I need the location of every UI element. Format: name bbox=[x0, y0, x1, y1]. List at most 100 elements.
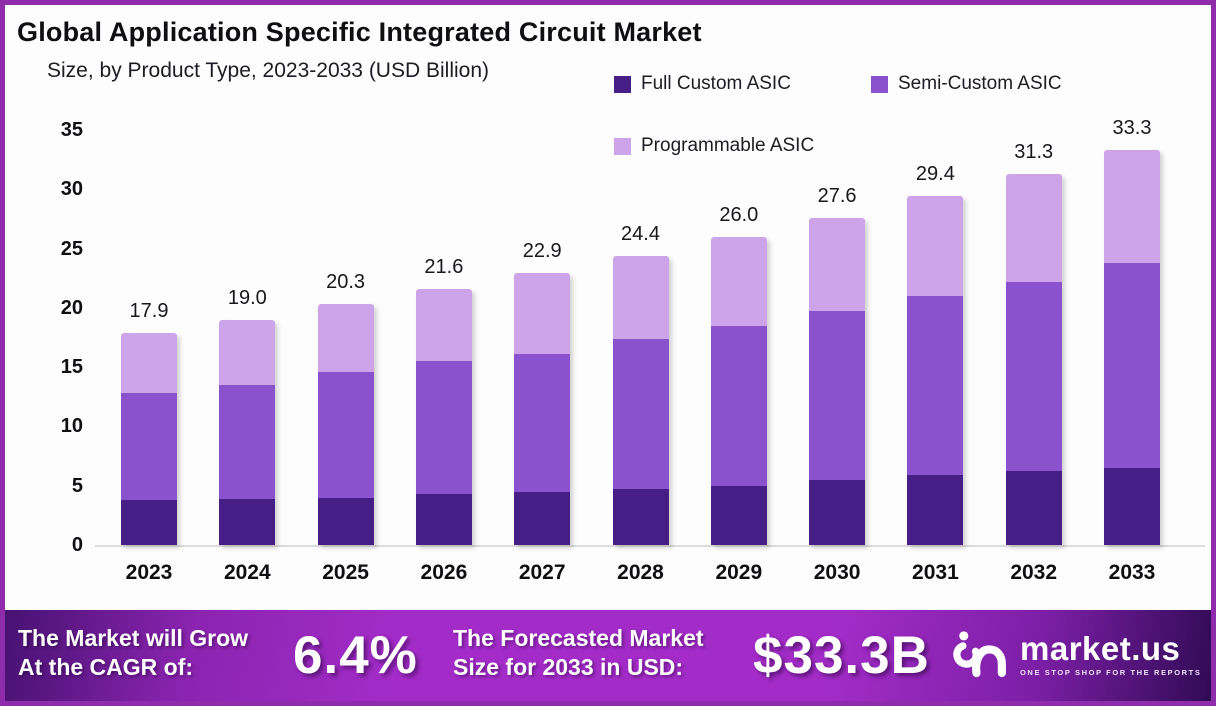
bar-2028 bbox=[612, 255, 669, 545]
bar-segment-2032-semi-custom-asic bbox=[1005, 281, 1062, 472]
y-axis-tick-25: 25 bbox=[60, 237, 83, 260]
bar-2023 bbox=[121, 332, 177, 545]
x-axis-label-2028: 2028 bbox=[617, 561, 664, 584]
bar-2024 bbox=[219, 319, 276, 545]
bar-segment-2025-programmable-asic bbox=[317, 304, 374, 372]
forecast-label: The Forecasted Market Size for 2033 in U… bbox=[453, 624, 704, 682]
total-label-2031: 29.4 bbox=[915, 163, 955, 186]
bar-segment-2027-full-custom-asic bbox=[514, 491, 571, 545]
y-axis-tick-5: 5 bbox=[71, 474, 83, 497]
bar-segment-2024-programmable-asic bbox=[219, 319, 276, 385]
bar-2025 bbox=[317, 304, 374, 545]
x-axis-label-2025: 2025 bbox=[322, 561, 369, 584]
total-label-2026: 21.6 bbox=[424, 255, 464, 278]
y-axis-tick-30: 30 bbox=[60, 178, 83, 201]
total-label-2033: 33.3 bbox=[1112, 117, 1152, 140]
total-label-2030: 27.6 bbox=[817, 184, 857, 207]
legend-item-programmable-asic: Programmable ASIC bbox=[614, 133, 814, 159]
x-axis-label-2027: 2027 bbox=[518, 561, 566, 584]
bar-segment-2033-programmable-asic bbox=[1104, 150, 1160, 263]
y-axis-tick-10: 10 bbox=[60, 415, 83, 438]
plot-area: 0 5 10 15 20 25 30 35 17.9 2023 19.0 2024 20.3 2025 21… bbox=[5, 5, 1211, 701]
bar-2031 bbox=[907, 196, 964, 545]
total-label-2024: 19.0 bbox=[227, 286, 267, 309]
y-axis-tick-20: 20 bbox=[60, 296, 83, 319]
bar-segment-2029-programmable-asic bbox=[710, 236, 767, 326]
bar-segment-2027-programmable-asic bbox=[514, 273, 571, 355]
bar-segment-2027-semi-custom-asic bbox=[514, 354, 571, 492]
bar-segment-2025-semi-custom-asic bbox=[317, 371, 374, 498]
y-axis-tick-0: 0 bbox=[71, 534, 83, 556]
legend-swatch-semi-custom-asic bbox=[871, 75, 888, 93]
bar-segment-2033-full-custom-asic bbox=[1104, 467, 1160, 545]
legend-swatch-full-custom-asic bbox=[614, 75, 631, 93]
bar-segment-2024-semi-custom-asic bbox=[219, 384, 276, 499]
bar-segment-2026-semi-custom-asic bbox=[415, 361, 472, 495]
x-axis-label-2024: 2024 bbox=[223, 561, 271, 584]
bar-segment-2023-full-custom-asic bbox=[121, 499, 177, 545]
bar-segment-2033-semi-custom-asic bbox=[1104, 262, 1160, 468]
legend-item-semi-custom-asic: Semi-Custom ASIC bbox=[871, 71, 1062, 97]
bar-segment-2032-full-custom-asic bbox=[1005, 471, 1062, 545]
bar-segment-2025-full-custom-asic bbox=[317, 497, 374, 545]
bar-segment-2030-full-custom-asic bbox=[809, 479, 866, 545]
x-axis-label-2030: 2030 bbox=[813, 561, 861, 584]
x-axis-label-2031: 2031 bbox=[912, 561, 959, 584]
marketus-logo-tagline: ONE STOP SHOP FOR THE REPORTS bbox=[1020, 667, 1202, 677]
marketus-logo-icon bbox=[953, 631, 1006, 678]
x-axis-label-2026: 2026 bbox=[420, 561, 468, 584]
bar-2033 bbox=[1104, 150, 1160, 545]
bar-segment-2032-programmable-asic bbox=[1005, 173, 1062, 282]
bar-segment-2026-programmable-asic bbox=[415, 288, 472, 362]
x-axis-label-2023: 2023 bbox=[125, 561, 173, 584]
forecast-value: $33.3B bbox=[753, 626, 930, 685]
legend-label-semi-custom-asic: Semi-Custom ASIC bbox=[898, 73, 1062, 94]
cagr-label-line2: At the CAGR of: bbox=[18, 654, 194, 680]
total-label-2028: 24.4 bbox=[621, 222, 660, 245]
bottom-banner: The Market will Grow At the CAGR of: 6.4… bbox=[5, 610, 1211, 701]
bar-segment-2030-programmable-asic bbox=[809, 217, 866, 312]
legend-label-full-custom-asic: Full Custom ASIC bbox=[641, 73, 791, 94]
bar-2026 bbox=[415, 288, 472, 545]
bar-2029 bbox=[710, 236, 767, 545]
forecast-label-line2: Size for 2033 in USD: bbox=[453, 654, 684, 680]
bar-segment-2031-programmable-asic bbox=[907, 196, 964, 296]
bar-segment-2028-semi-custom-asic bbox=[612, 338, 669, 490]
bar-segment-2030-semi-custom-asic bbox=[809, 311, 866, 480]
total-label-2029: 26.0 bbox=[719, 203, 759, 226]
x-axis-label-2033: 2033 bbox=[1108, 561, 1156, 584]
bar-2030 bbox=[809, 217, 866, 545]
total-label-2032: 31.3 bbox=[1014, 140, 1054, 163]
bar-2032 bbox=[1005, 173, 1062, 545]
marketus-logo-text: market.us bbox=[1020, 629, 1181, 667]
total-label-2025: 20.3 bbox=[326, 271, 366, 294]
total-label-2027: 22.9 bbox=[522, 240, 562, 263]
cagr-label-line1: The Market will Grow bbox=[18, 625, 249, 651]
bar-segment-2031-full-custom-asic bbox=[907, 475, 964, 545]
bar-segment-2028-programmable-asic bbox=[612, 255, 669, 339]
marketus-logo: market.us ONE STOP SHOP FOR THE REPORTS bbox=[952, 627, 1201, 681]
x-axis-line bbox=[95, 545, 1205, 547]
y-axis-tick-15: 15 bbox=[60, 356, 83, 379]
bar-segment-2028-full-custom-asic bbox=[612, 489, 669, 545]
bar-segment-2023-semi-custom-asic bbox=[121, 393, 177, 500]
x-axis-label-2029: 2029 bbox=[715, 561, 763, 584]
bar-segment-2031-semi-custom-asic bbox=[907, 296, 964, 476]
total-label-2023: 17.9 bbox=[129, 299, 169, 322]
chart-title: Global Application Specific Integrated C… bbox=[17, 17, 702, 47]
legend-label-programmable-asic: Programmable ASIC bbox=[641, 135, 815, 156]
bar-segment-2024-full-custom-asic bbox=[219, 498, 276, 545]
x-axis-label-2032: 2032 bbox=[1010, 561, 1058, 584]
bar-2027 bbox=[514, 273, 571, 545]
cagr-label: The Market will Grow At the CAGR of: bbox=[18, 624, 248, 682]
bar-segment-2029-semi-custom-asic bbox=[710, 325, 767, 486]
forecast-label-line1: The Forecasted Market bbox=[453, 625, 704, 651]
y-axis-tick-35: 35 bbox=[60, 119, 83, 141]
legend-item-full-custom-asic: Full Custom ASIC bbox=[614, 71, 791, 97]
cagr-value: 6.4% bbox=[293, 626, 418, 685]
chart-subtitle: Size, by Product Type, 2023-2033 (USD Bi… bbox=[47, 59, 490, 82]
bar-segment-2029-full-custom-asic bbox=[710, 485, 767, 545]
bar-segment-2023-programmable-asic bbox=[121, 332, 177, 394]
legend-swatch-programmable-asic bbox=[614, 137, 631, 155]
